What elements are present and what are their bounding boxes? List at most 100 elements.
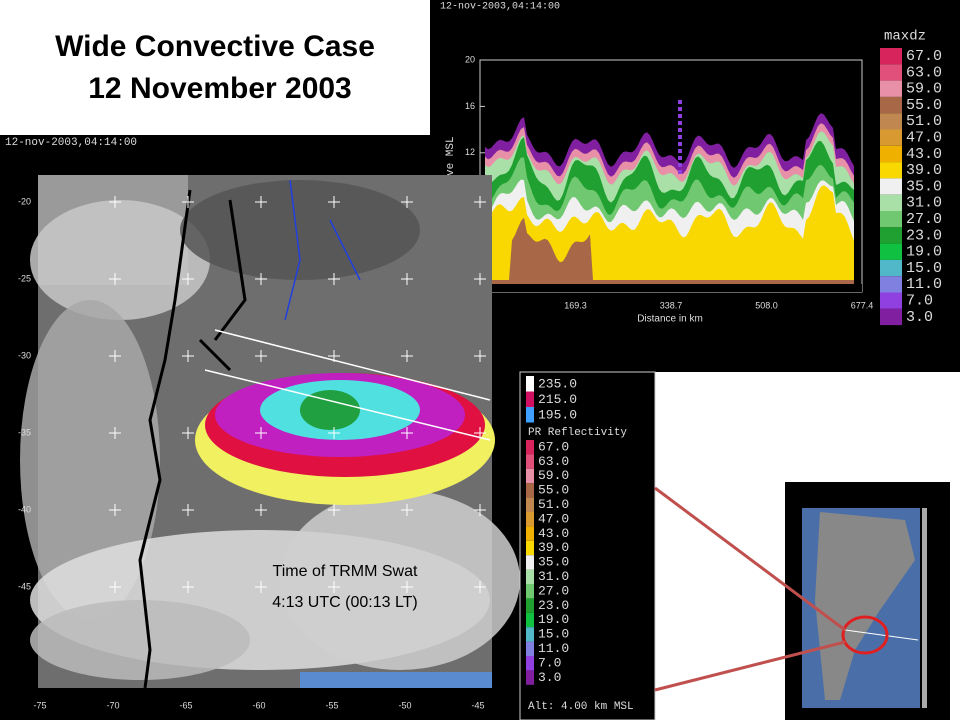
grid-cross <box>474 273 486 285</box>
colorbar-label: 35.0 <box>906 178 942 195</box>
grid-cross <box>328 427 340 439</box>
color-swatch <box>526 584 534 599</box>
colorbar-label: 43.0 <box>538 526 569 541</box>
ir-label: 235.0 <box>538 376 577 391</box>
grid-cross <box>109 350 121 362</box>
colorbar-label: 35.0 <box>538 555 569 570</box>
lon-label: -75 <box>33 700 46 710</box>
lon-label: -65 <box>179 700 192 710</box>
colorbar-label: 59.0 <box>906 81 942 98</box>
grid-cross <box>401 196 413 208</box>
colorbar-label: 51.0 <box>538 497 569 512</box>
color-swatch <box>526 526 534 541</box>
colorbar-label: 7.0 <box>906 292 933 309</box>
inset-swath <box>844 629 919 641</box>
colorbar-label: 39.0 <box>538 540 569 555</box>
colorbar-label: 7.0 <box>538 655 561 670</box>
grid-cross <box>255 196 267 208</box>
colorbar-label: 31.0 <box>906 195 942 212</box>
color-swatch <box>880 129 902 146</box>
grid-cross <box>182 350 194 362</box>
colorbar-label: 55.0 <box>538 483 569 498</box>
color-swatch <box>526 641 534 656</box>
title-box <box>0 0 430 135</box>
color-swatch <box>526 627 534 642</box>
color-swatch <box>526 391 534 407</box>
grid-cross <box>255 273 267 285</box>
colorbar-label: 3.0 <box>906 309 933 326</box>
colorbar-label: 47.0 <box>906 129 942 146</box>
grid-cross <box>474 581 486 593</box>
grid-cross <box>328 273 340 285</box>
grid-cross <box>401 427 413 439</box>
colorbar-label: 11.0 <box>906 276 942 293</box>
lon-label: -45 <box>471 700 484 710</box>
color-swatch <box>526 598 534 613</box>
colorbar-label: 43.0 <box>906 146 942 163</box>
grid-cross <box>109 273 121 285</box>
grid-cross <box>182 427 194 439</box>
lon-label: -70 <box>106 700 119 710</box>
color-swatch <box>880 96 902 114</box>
colorbar-label: 67.0 <box>538 439 569 454</box>
grid-cross <box>474 427 486 439</box>
grid-cross <box>401 581 413 593</box>
grid-cross <box>401 350 413 362</box>
lat-label: -35 <box>18 427 31 437</box>
lat-label: -45 <box>18 581 31 591</box>
grid-cross <box>182 504 194 516</box>
colorbar-label: 15.0 <box>538 627 569 642</box>
y-tick-label: 20 <box>465 54 475 64</box>
ocean-strip <box>300 672 492 688</box>
swath-edge <box>214 329 491 401</box>
callout-line <box>654 640 846 692</box>
colorbar-label: 11.0 <box>538 641 569 656</box>
annotation: 4:13 UTC (00:13 LT) <box>272 594 418 611</box>
x-tick-label: 677.4 <box>851 300 874 310</box>
color-swatch <box>526 670 534 685</box>
title: 12 November 2003 <box>88 72 352 105</box>
grid-cross <box>182 273 194 285</box>
color-swatch <box>880 145 902 163</box>
storm-echo <box>300 390 360 430</box>
color-swatch <box>526 497 534 512</box>
grid-cross <box>109 196 121 208</box>
grid-cross <box>182 196 194 208</box>
color-swatch <box>880 292 902 309</box>
colorbar-panel <box>519 371 656 720</box>
color-swatch <box>880 308 902 326</box>
color-swatch <box>880 80 902 97</box>
color-swatch <box>880 211 902 228</box>
lat-label: -30 <box>18 350 31 360</box>
callout-line <box>654 486 846 632</box>
x-tick-label: 508.0 <box>755 300 778 310</box>
grid-cross <box>474 350 486 362</box>
inset-colorbar <box>922 508 927 708</box>
color-swatch <box>526 376 534 392</box>
colorbar-label: 19.0 <box>906 244 942 261</box>
coastline <box>138 189 247 689</box>
cloud <box>280 490 520 670</box>
colorbar-title: PR Reflectivity <box>528 427 627 439</box>
grid-cross <box>109 427 121 439</box>
grid-cross <box>109 504 121 516</box>
lat-label: -40 <box>18 504 31 514</box>
river <box>284 179 361 321</box>
grid-cross <box>401 504 413 516</box>
colorbar-label: 27.0 <box>538 583 569 598</box>
ir-label: 215.0 <box>538 392 577 407</box>
grid-cross <box>255 581 267 593</box>
color-swatch <box>526 540 534 556</box>
grid-cross <box>474 196 486 208</box>
grid-cross <box>328 350 340 362</box>
colorbar-label: 55.0 <box>906 97 942 114</box>
highlight-circle <box>841 615 889 655</box>
color-swatch <box>880 178 902 195</box>
grid-cross <box>255 350 267 362</box>
color-swatch <box>880 48 902 65</box>
lon-label: -55 <box>325 700 338 710</box>
x-tick-label: 338.7 <box>660 300 683 310</box>
colorbar-label: 31.0 <box>538 569 569 584</box>
